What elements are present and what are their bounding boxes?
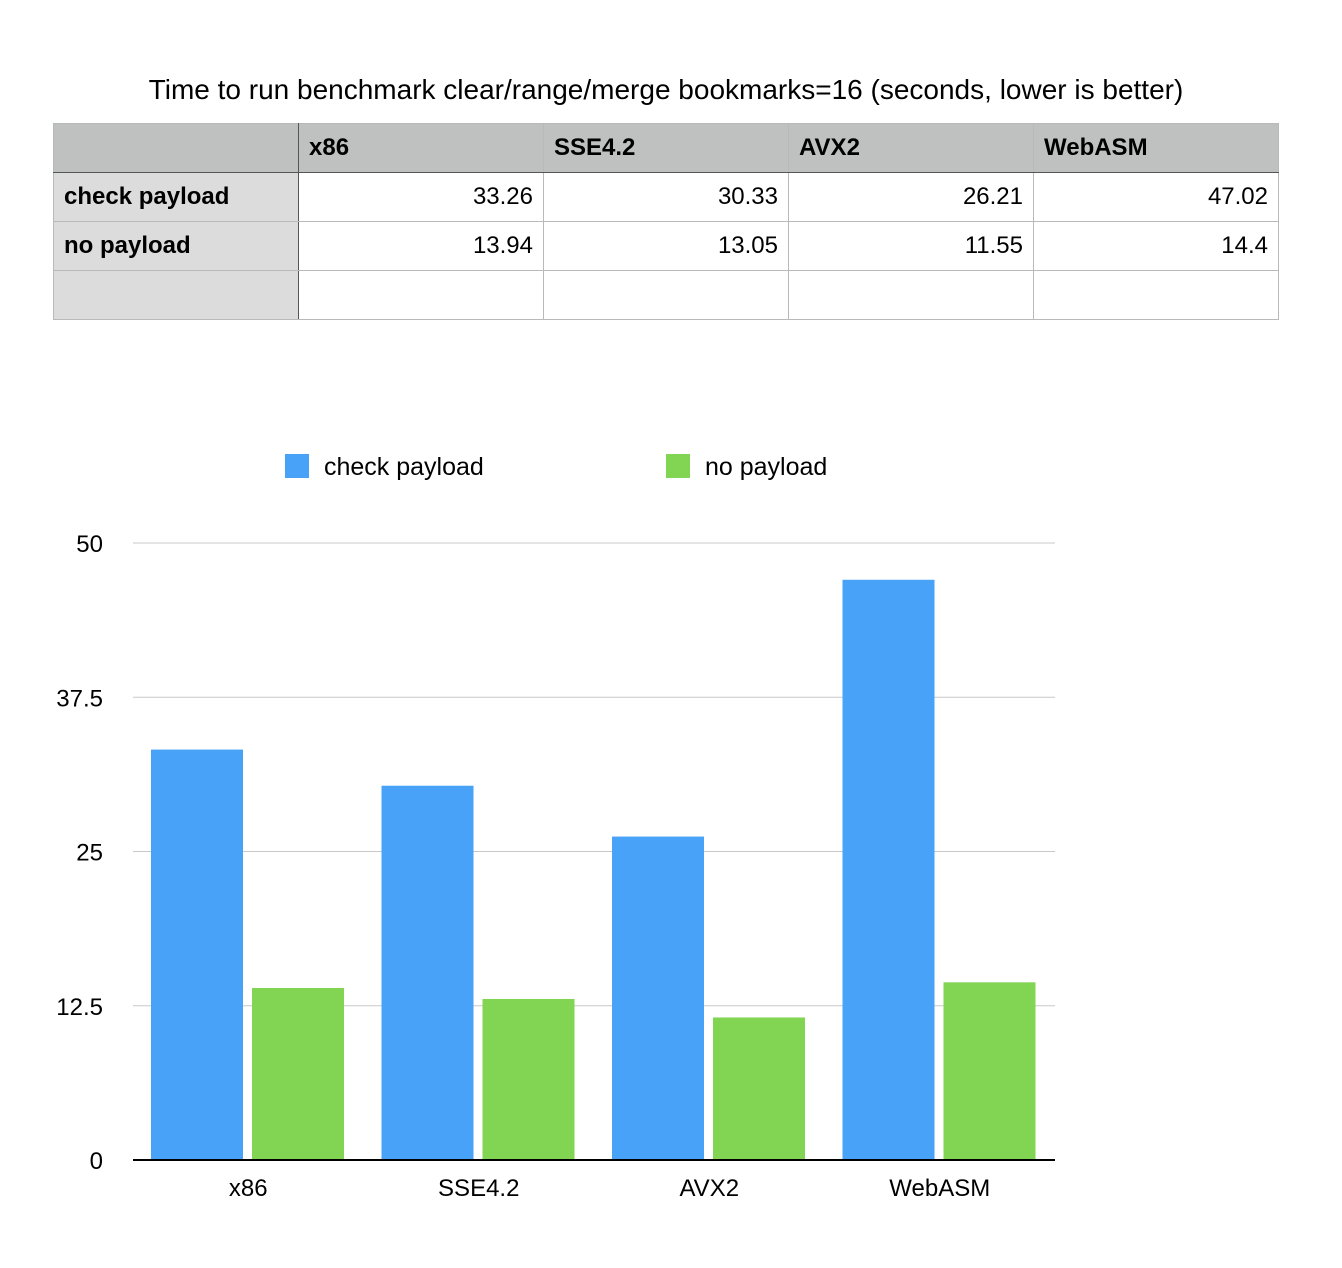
bar-no-payload-webasm (943, 982, 1036, 1160)
table-column-header: x86 (298, 123, 544, 173)
table-cell (298, 270, 544, 320)
y-tick-label: 50 (76, 531, 103, 558)
bars (151, 579, 1036, 1160)
y-tick-label: 37.5 (56, 685, 103, 712)
legend-label: check payload (324, 453, 484, 481)
y-tick-label: 25 (76, 840, 103, 867)
bar-check-payload-x86 (151, 749, 243, 1160)
table-corner-cell (53, 123, 299, 173)
x-tick-label: WebASM (889, 1175, 990, 1202)
table-column-header: SSE4.2 (543, 123, 789, 173)
table-row: no payload 13.94 13.05 11.55 14.4 (53, 221, 1279, 271)
data-table: x86 SSE4.2 AVX2 WebASM check payload 33.… (53, 123, 1279, 320)
table-row (53, 270, 1279, 320)
bar-check-payload-webasm (842, 579, 935, 1160)
axes: 0 12.5 25 37.5 50 x86 SSE4.2 AVX2 WebASM (56, 531, 1055, 1202)
x-tick-label: x86 (229, 1175, 268, 1202)
table-row-label: no payload (53, 221, 299, 271)
x-tick-label: AVX2 (679, 1175, 739, 1202)
bar-check-payload-avx2 (612, 836, 704, 1160)
table-row-label: check payload (53, 172, 299, 222)
table-column-header: AVX2 (788, 123, 1034, 173)
legend-swatch (285, 454, 309, 478)
y-tick-label: 12.5 (56, 994, 103, 1021)
legend: check payload no payload (285, 453, 827, 481)
table-cell: 14.4 (1033, 221, 1279, 271)
chart-title: Time to run benchmark clear/range/merge … (148, 74, 1184, 105)
legend-label: no payload (705, 453, 827, 481)
table-header-row: x86 SSE4.2 AVX2 WebASM (53, 123, 1279, 173)
table-row: check payload 33.26 30.33 26.21 47.02 (53, 172, 1279, 222)
x-tick-label: SSE4.2 (438, 1175, 519, 1202)
table-cell (1033, 270, 1279, 320)
table-cell: 30.33 (543, 172, 789, 222)
table-cell: 33.26 (298, 172, 544, 222)
table-cell (543, 270, 789, 320)
table-cell: 47.02 (1033, 172, 1279, 222)
table-cell: 11.55 (788, 221, 1034, 271)
table-cell: 13.05 (543, 221, 789, 271)
y-tick-label: 0 (90, 1148, 103, 1175)
bar-check-payload-sse42 (381, 785, 474, 1160)
bar-chart: 0 12.5 25 37.5 50 x86 SSE4.2 AVX2 WebASM check p… (56, 453, 1055, 1202)
bar-no-payload-x86 (252, 987, 344, 1160)
bar-no-payload-sse42 (482, 998, 575, 1160)
table-cell (788, 270, 1034, 320)
table-column-header: WebASM (1033, 123, 1279, 173)
table-cell: 13.94 (298, 221, 544, 271)
bar-no-payload-avx2 (713, 1017, 805, 1160)
table-row-label (53, 270, 299, 320)
legend-swatch (666, 454, 690, 478)
table-cell: 26.21 (788, 172, 1034, 222)
